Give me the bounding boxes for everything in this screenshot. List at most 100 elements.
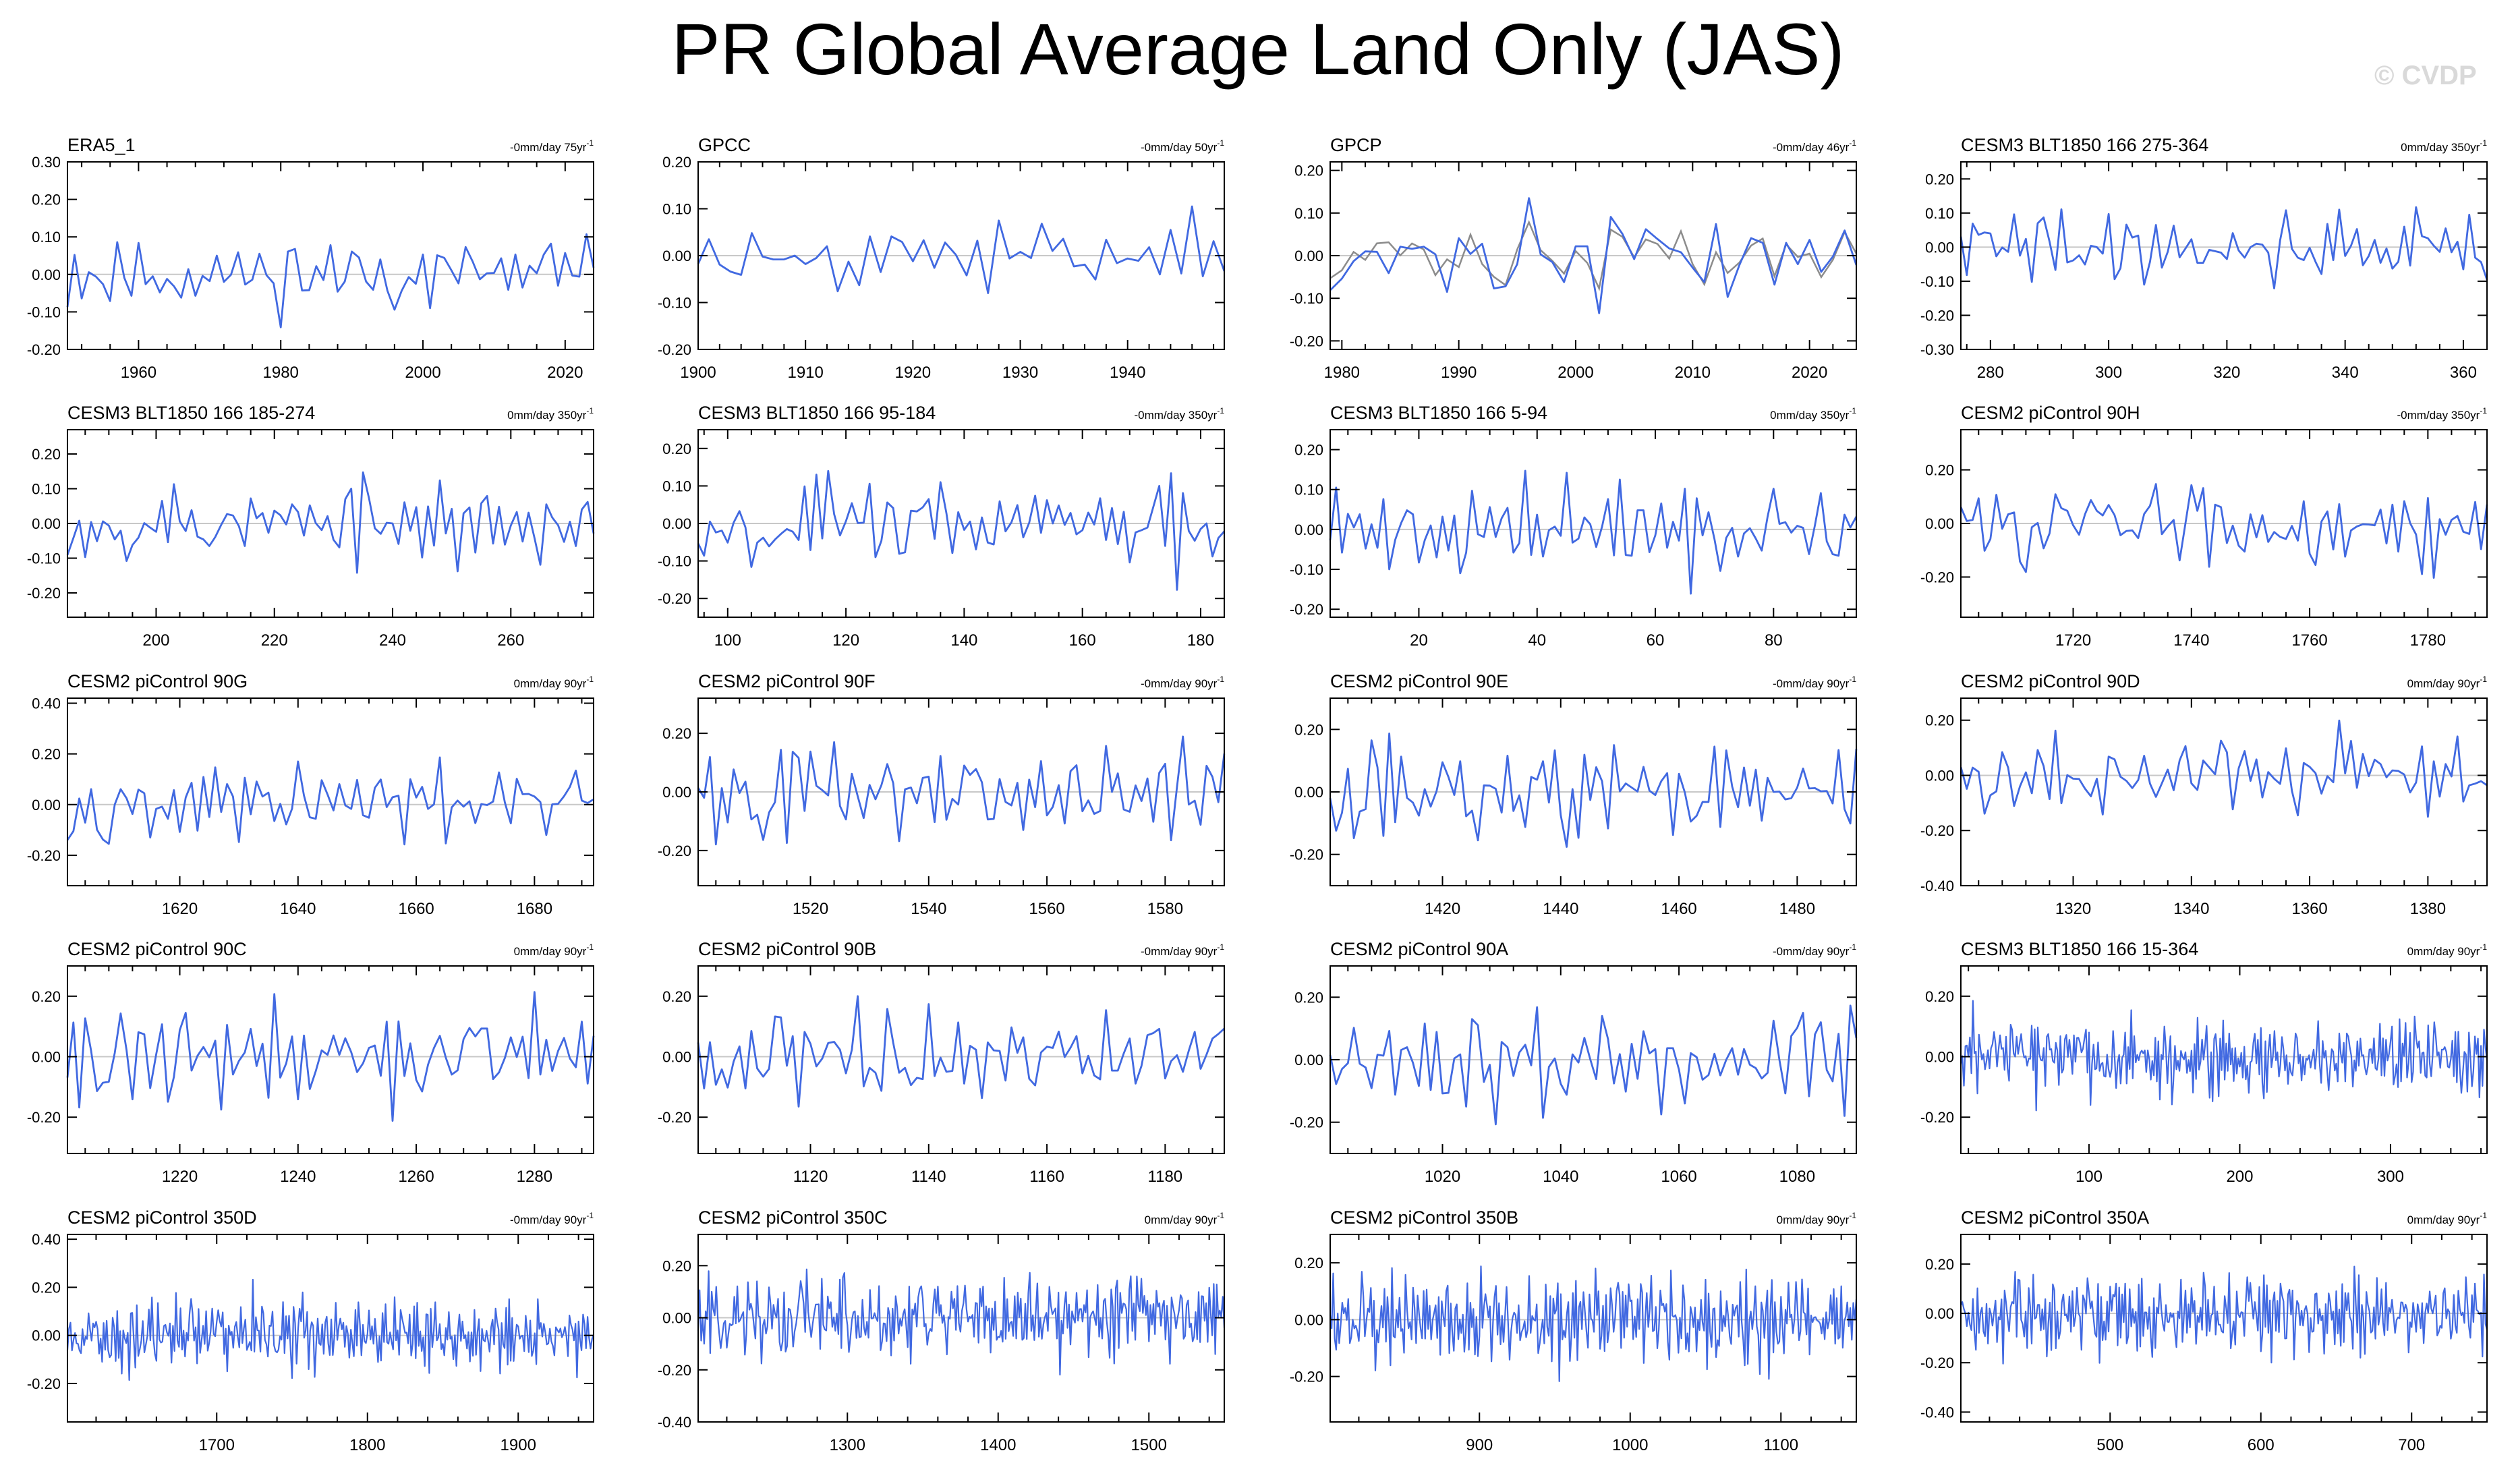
panel-7: 20 40 60 80 -0.20 -0.10 0.00 0.10 0.20 CESM3 BLT1… [1290,403,1858,650]
x-tick-label: 1580 [1147,900,1183,918]
plot-frame [1960,161,2488,350]
y-tick-label: 0.10 [662,201,691,218]
series-line [66,1278,595,1381]
x-tick-label: 1240 [280,1168,316,1186]
panel-8: 1720 1740 1760 1780 -0.20 0.00 0.20 CESM2 piCon… [1920,403,2488,650]
panel-1: 1960 1980 2000 2020 -0.20 -0.10 0.00 0.10 0.20 0.… [27,135,595,382]
panel-18: 1300 1400 1500 -0.40 -0.20 0.00 0.20 CESM2 piCo… [658,1207,1226,1454]
x-tick-label: 320 [2213,364,2240,382]
panel-trend-label: -0mm/day 90yr-1 [510,1211,594,1226]
x-tick-label: 1440 [1543,900,1578,918]
figure-title: PR Global Average Land Only (JAS) [671,8,1845,90]
y-tick-label: 0.40 [32,695,61,712]
y-tick-label: 0.00 [1294,248,1323,264]
panel-title: GPCC [698,135,751,155]
y-tick-label: 0.20 [1925,712,1954,729]
y-tick-label: 0.00 [662,248,691,264]
plot-frame [67,1234,594,1423]
x-tick-label: 1000 [1612,1436,1648,1454]
x-tick-label: 1460 [1661,900,1696,918]
y-tick-label: 0.20 [662,154,691,171]
y-tick-label: 0.20 [32,746,61,763]
x-tick-label: 40 [1528,631,1546,650]
y-tick-label: 0.00 [662,1310,691,1327]
y-tick-label: 0.00 [32,1049,61,1066]
panel-title: CESM2 piControl 90E [1330,671,1508,691]
panel-trend-label: 0mm/day 350yr-1 [2401,138,2487,154]
cvdp-watermark: © CVDP [2374,61,2477,90]
panel-trend-label: 0mm/day 90yr-1 [514,942,594,958]
panel-17: 1700 1800 1900 -0.20 0.00 0.20 0.40 CESM2 piCon… [27,1207,595,1454]
series-line [1960,1000,2488,1112]
y-tick-label: 0.20 [32,446,61,463]
series-line [1329,469,1858,595]
x-tick-label: 1060 [1661,1168,1696,1186]
panel-4: 280 300 320 340 360 -0.30 -0.20 -0.10 0.00 0.10 0.… [1920,135,2488,382]
panel-19: 900 1000 1100 -0.20 0.00 0.20 CESM2 piControl … [1290,1207,1858,1454]
panel-3: 1980 1990 2000 2010 2020 -0.20 -0.10 0.00 0.10 0.… [1290,135,1858,382]
series-line [1960,719,2488,818]
x-tick-label: 100 [2076,1168,2103,1186]
y-tick-label: -0.20 [658,1109,691,1126]
x-tick-label: 700 [2398,1436,2425,1454]
x-tick-label: 1280 [517,1168,552,1186]
x-tick-label: 1900 [501,1436,536,1454]
y-tick-label: 0.30 [32,154,61,171]
panel-14: 1120 1140 1160 1180 -0.20 0.00 0.20 CESM2 piCon… [658,939,1225,1186]
y-tick-label: -0.10 [27,304,61,320]
panel-5: 200 220 240 260 -0.20 -0.10 0.00 0.10 0.20 CESM3 … [27,403,595,650]
plot-frame [1960,1234,2488,1423]
x-tick-label: 1020 [1425,1168,1460,1186]
panel-title: CESM2 piControl 350B [1330,1207,1518,1228]
y-tick-label: -0.10 [27,550,61,567]
x-tick-label: 1080 [1779,1168,1815,1186]
y-tick-label: -0.20 [27,1109,61,1126]
y-tick-label: -0.20 [1920,1354,1954,1371]
panel-trend-label: 0mm/day 90yr-1 [514,675,594,690]
series-line [1329,733,1858,848]
panel-title: CESM3 BLT1850 166 5-94 [1330,403,1547,423]
x-tick-label: 340 [2332,364,2359,382]
x-tick-label: 300 [2095,364,2122,382]
x-tick-label: 200 [142,631,169,650]
panel-12: 1320 1340 1360 1380 -0.40 -0.20 0.00 0.20 CESM2 … [1920,671,2488,918]
series-line [697,205,1226,294]
x-tick-label: 1220 [162,1168,198,1186]
panel-trend-label: 0mm/day 90yr-1 [2407,675,2488,690]
y-tick-label: -0.30 [1920,341,1954,358]
panel-trend-label: -0mm/day 350yr-1 [1135,406,1225,422]
x-tick-label: 2000 [405,364,440,382]
panel-trend-label: -0mm/day 50yr-1 [1141,138,1224,154]
panel-16: 100 200 300 -0.20 0.00 0.20 CESM3 BLT1850 166 … [1920,939,2488,1186]
x-tick-label: 1040 [1543,1168,1578,1186]
y-tick-label: 0.20 [32,988,61,1005]
x-tick-label: 1720 [2055,631,2091,650]
panel-title: CESM3 BLT1850 166 185-274 [67,403,315,423]
y-tick-label: 0.10 [662,478,691,494]
y-tick-label: -0.20 [1290,847,1323,863]
x-tick-label: 2020 [1792,364,1827,382]
x-tick-label: 1100 [1763,1436,1798,1454]
x-tick-label: 1300 [830,1436,865,1454]
y-tick-label: 0.20 [32,1279,61,1296]
y-tick-label: -0.20 [1920,1109,1954,1126]
y-tick-label: -0.20 [1920,307,1954,324]
panel-title: CESM2 piControl 90C [67,939,247,959]
x-tick-label: 1740 [2173,631,2209,650]
x-tick-label: 1680 [517,900,552,918]
y-tick-label: -0.20 [27,847,61,864]
series-line [66,471,595,574]
y-tick-label: 0.00 [1925,239,1954,256]
plot-frame [1330,429,1857,618]
y-tick-label: 0.10 [32,229,61,246]
panel-title: ERA5_1 [67,135,136,155]
panel-trend-label: 0mm/day 90yr-1 [1777,1211,1857,1226]
y-tick-label: 0.00 [1294,1311,1323,1328]
x-tick-label: 900 [1466,1436,1493,1454]
y-tick-label: -0.40 [658,1414,691,1431]
panel-6: 100 120 140 160 180 -0.20 -0.10 0.00 0.10 0.20 CES… [658,403,1226,650]
y-tick-label: 0.00 [1925,767,1954,784]
panel-trend-label: 0mm/day 90yr-1 [2407,1211,2488,1226]
y-tick-label: -0.10 [1920,273,1954,290]
